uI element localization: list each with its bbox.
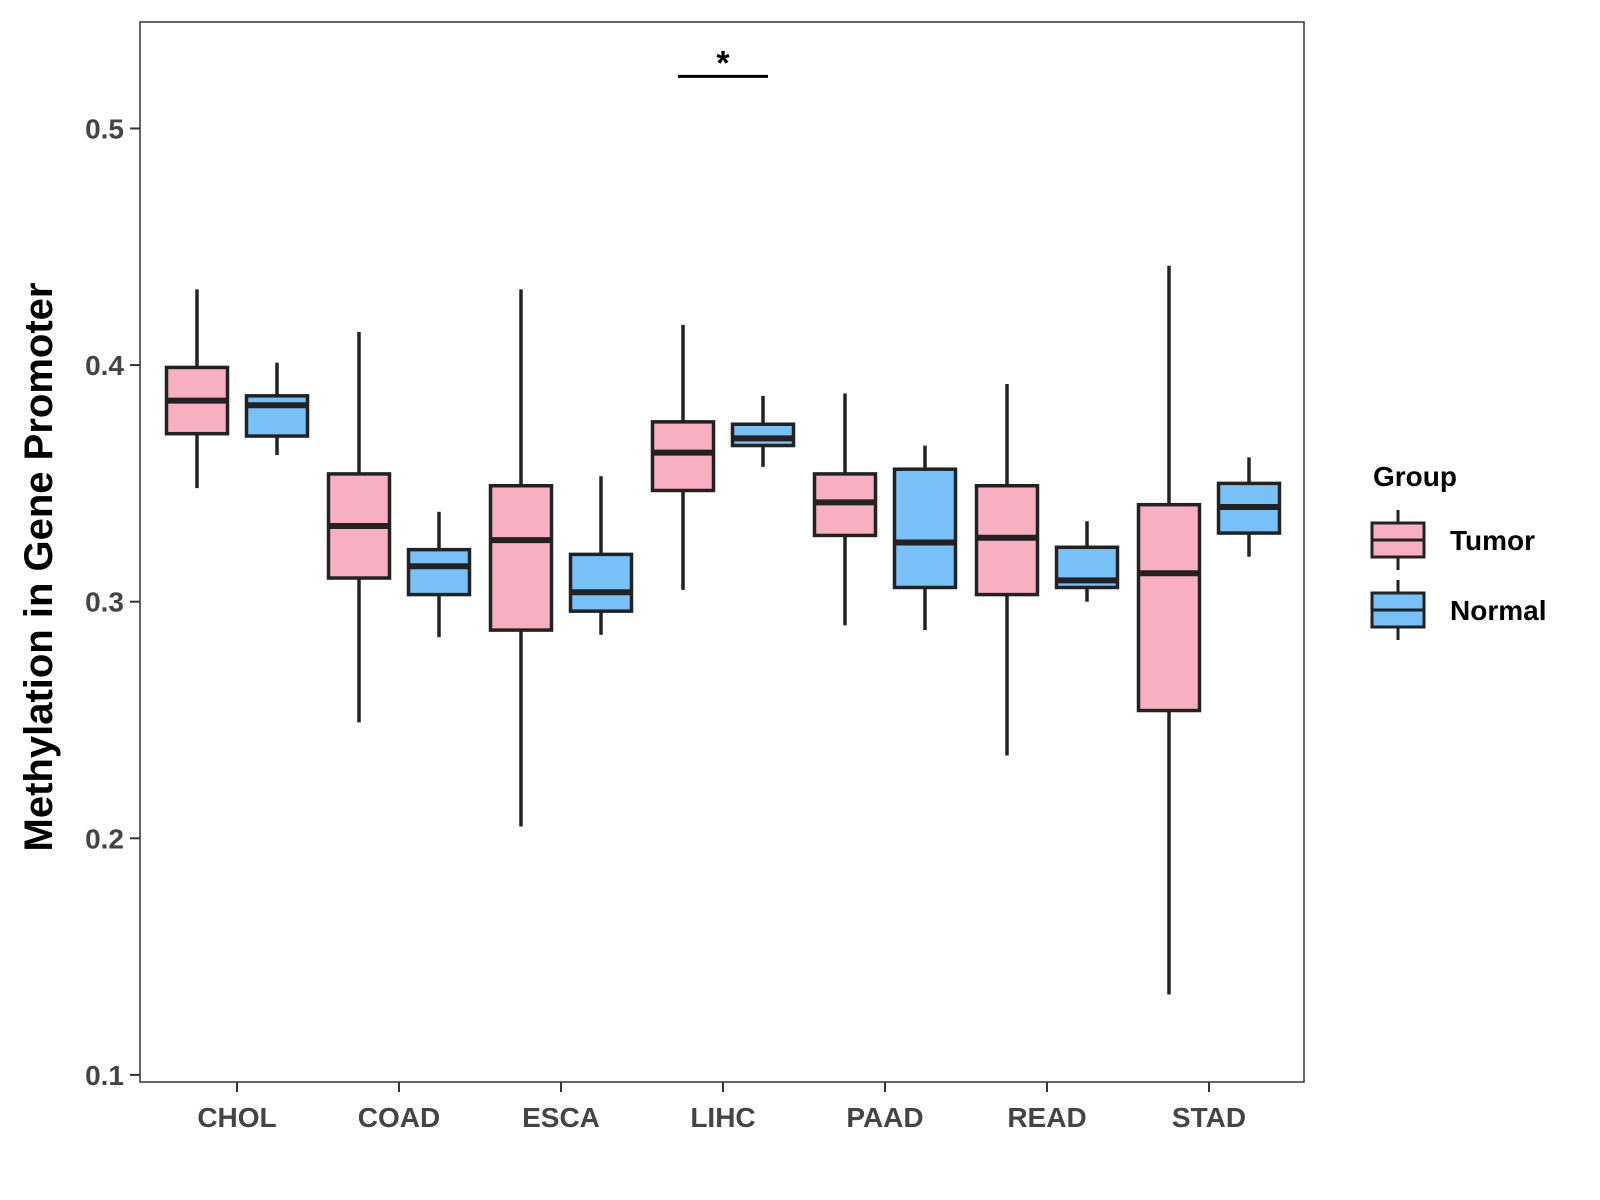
box-normal-paad [892, 445, 958, 631]
box-tumor-paad [812, 393, 878, 626]
box-tumor-lihc [650, 324, 716, 590]
y-tick-label: 0.4 [85, 350, 124, 381]
y-tick-label: 0.1 [85, 1060, 124, 1091]
box-body [650, 420, 716, 493]
y-tick-label: 0.5 [85, 113, 124, 144]
x-tick-label-coad: COAD [358, 1102, 440, 1133]
box-normal-stad [1216, 457, 1282, 557]
box-body [488, 484, 554, 632]
legend-item-normal: Normal [1370, 580, 1546, 640]
y-tick-label: 0.3 [85, 587, 124, 618]
x-tick-label-stad: STAD [1172, 1102, 1246, 1133]
box-tumor-read [974, 384, 1040, 756]
box-body [568, 552, 634, 613]
box-body [244, 394, 310, 438]
box-tumor-esca [488, 289, 554, 827]
box-tumor-coad [326, 331, 392, 723]
x-tick-label-lihc: LIHC [690, 1102, 755, 1133]
plot-panel [139, 21, 1305, 1083]
box-body [406, 547, 472, 597]
significance-annotations: * [678, 44, 768, 82]
legend-item-tumor: Tumor [1370, 510, 1535, 570]
box-body [892, 467, 958, 590]
box-body [1136, 502, 1202, 713]
legend-label: Normal [1450, 595, 1546, 626]
box-normal-lihc [730, 395, 796, 467]
box-tumor-stad [1136, 265, 1202, 995]
box-body [730, 422, 796, 448]
box-normal-coad [406, 511, 472, 638]
box-normal-read [1054, 521, 1120, 602]
x-tick-label-esca: ESCA [522, 1102, 600, 1133]
x-axis: CHOL COAD ESCA LIHC PAAD READ STAD [197, 1082, 1246, 1133]
legend: Group Tumor Normal [1370, 461, 1546, 640]
x-tick-label-read: READ [1007, 1102, 1086, 1133]
box-normal-chol [244, 362, 310, 455]
significance-star: * [716, 44, 730, 82]
x-tick-label-paad: PAAD [846, 1102, 923, 1133]
legend-title: Group [1373, 461, 1457, 492]
box-tumor-chol [164, 289, 230, 489]
legend-label: Tumor [1450, 525, 1535, 556]
box-normal-esca [568, 476, 634, 635]
y-axis-title: Methylation in Gene Promoter [17, 283, 61, 852]
y-axis: 0.1 0.2 0.3 0.4 0.5 [85, 113, 140, 1091]
box-series [164, 265, 1282, 995]
x-tick-label-chol: CHOL [197, 1102, 276, 1133]
y-tick-label: 0.2 [85, 823, 124, 854]
